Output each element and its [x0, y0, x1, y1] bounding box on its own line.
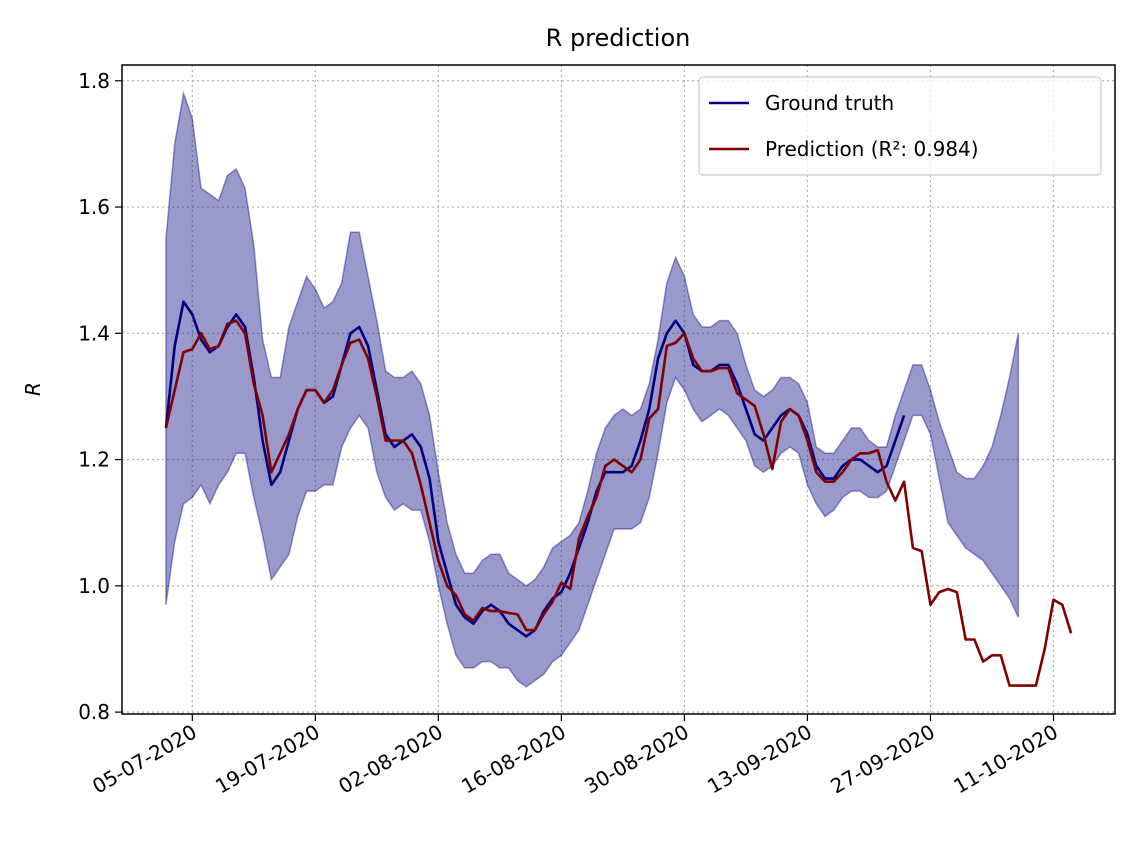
- y-tick-label: 1.8: [78, 69, 110, 93]
- x-tick-label: 02-08-2020: [334, 720, 447, 799]
- y-tick-label: 1.0: [78, 574, 110, 598]
- x-tick-label: 30-08-2020: [580, 720, 693, 799]
- y-axis-label: R: [21, 382, 45, 396]
- chart-title: R prediction: [546, 24, 691, 52]
- y-tick-label: 1.6: [78, 195, 110, 219]
- confidence-band: [165, 90, 1020, 688]
- x-tick-label: 16-08-2020: [457, 720, 570, 799]
- legend-label: Prediction (R²: 0.984): [765, 137, 979, 161]
- legend-label: Ground truth: [765, 91, 894, 115]
- x-tick-label: 19-07-2020: [211, 720, 324, 799]
- y-tick-label: 1.4: [78, 321, 110, 345]
- x-tick-label: 13-09-2020: [703, 720, 816, 799]
- x-tick-label: 05-07-2020: [88, 720, 201, 799]
- y-tick-label: 0.8: [78, 700, 110, 724]
- legend-box: [698, 76, 1102, 176]
- plot-frame: [121, 64, 1116, 715]
- y-tick-label: 1.2: [78, 448, 110, 472]
- data-line: [164, 319, 1073, 687]
- x-tick-label: 27-09-2020: [826, 720, 939, 799]
- x-tick-label: 11-10-2020: [949, 720, 1062, 799]
